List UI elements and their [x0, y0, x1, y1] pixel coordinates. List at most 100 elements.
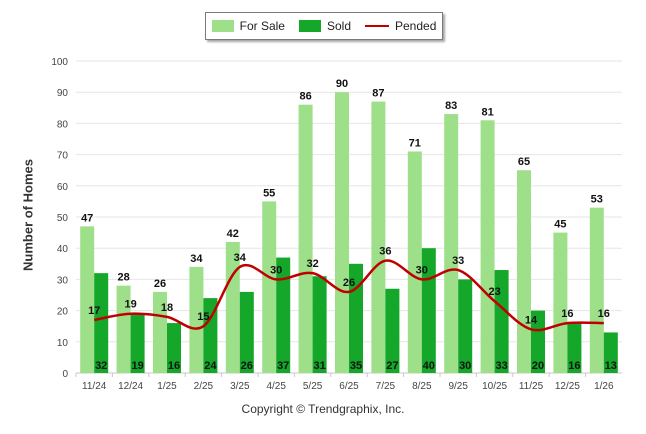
copyright: Copyright © Trendgraphix, Inc.: [241, 402, 405, 416]
x-tick-label: 6/25: [339, 381, 359, 392]
pended-series-line: [93, 259, 604, 332]
y-axis-label: Number of Homes: [20, 159, 36, 271]
bar-sold: [603, 332, 618, 373]
x-tick-label: 4/25: [266, 381, 286, 392]
sold-swatch: [298, 20, 321, 32]
data-label-sold: 33: [495, 360, 507, 372]
data-labels: 47 32 28 19 26 16 34 24 42 26 55 37 86 31 90 35 87 27 71 40…: [81, 78, 617, 372]
x-tick-label: 3/25: [230, 381, 250, 392]
x-tick-label: 5/25: [303, 381, 323, 392]
data-label-pended: 26: [343, 277, 355, 289]
bar-for-sale: [298, 104, 313, 374]
data-label-for-sale: 87: [372, 88, 384, 100]
data-label-sold: 20: [532, 360, 544, 372]
data-label-sold: 13: [605, 360, 617, 372]
y-tick-label: 80: [57, 119, 69, 130]
data-label-pended: 16: [598, 308, 610, 320]
x-tick-label: 1/25: [157, 381, 177, 392]
pended-line: [93, 259, 604, 332]
x-axis-ticks: 11/24 12/24 1/25 2/25 3/25 4/25 5/25 6/25 7/25 8/…: [75, 373, 614, 392]
data-label-for-sale: 83: [445, 100, 457, 112]
bar-sold: [385, 288, 400, 373]
x-tick-label: 7/25: [376, 381, 396, 392]
data-label-for-sale: 42: [227, 228, 239, 240]
bar-for-sale: [589, 207, 604, 373]
data-label-pended: 30: [416, 264, 428, 276]
x-tick-label: 2/25: [194, 381, 214, 392]
y-tick-label: 40: [57, 244, 69, 255]
y-axis-ticks: 0 10 20 30 40 50 60 70 80 90 100: [51, 57, 68, 380]
data-label-sold: 30: [459, 360, 471, 372]
legend-item-pended[interactable]: Pended: [365, 19, 436, 33]
data-label-pended: 34: [234, 252, 247, 264]
data-label-for-sale: 65: [518, 156, 530, 168]
data-label-sold: 27: [386, 360, 398, 372]
legend-label-for-sale: For Sale: [239, 19, 285, 33]
bar-for-sale: [262, 201, 277, 373]
legend: For Sale Sold Pended: [205, 12, 443, 40]
bar-sold: [167, 323, 181, 373]
x-tick-label: 12/25: [555, 381, 580, 392]
x-tick-label: 12/24: [118, 381, 143, 392]
data-label-for-sale: 71: [409, 137, 421, 149]
bar-for-sale: [480, 120, 495, 373]
data-label-for-sale: 81: [481, 106, 493, 118]
legend-item-for-sale[interactable]: For Sale: [211, 19, 285, 33]
data-label-pended: 16: [561, 308, 573, 320]
y-tick-label: 50: [57, 213, 69, 224]
data-label-pended: 14: [525, 314, 538, 326]
data-label-pended: 30: [270, 264, 282, 276]
y-tick-label: 0: [62, 369, 68, 380]
data-label-pended: 19: [124, 299, 136, 311]
data-label-for-sale: 55: [263, 187, 275, 199]
data-label-for-sale: 86: [299, 91, 311, 103]
legend-item-sold[interactable]: Sold: [298, 19, 351, 33]
bar-sold: [567, 323, 582, 373]
for-sale-swatch: [211, 20, 234, 32]
bar-for-sale: [189, 266, 204, 373]
x-tick-label: 11/25: [519, 381, 544, 392]
bar-sold: [94, 273, 109, 373]
data-label-for-sale: 47: [81, 212, 93, 224]
bar-for-sale: [153, 291, 167, 373]
y-tick-label: 30: [57, 275, 69, 286]
legend-label-pended: Pended: [395, 19, 437, 33]
bar-for-sale: [225, 241, 240, 373]
data-label-sold: 40: [423, 360, 435, 372]
y-tick-label: 90: [57, 88, 69, 99]
y-tick-label: 10: [57, 338, 69, 349]
y-tick-label: 70: [57, 151, 69, 162]
bar-for-sale: [407, 151, 422, 373]
data-label-for-sale: 45: [554, 219, 566, 231]
data-label-pended: 17: [88, 305, 100, 317]
x-tick-label: 8/25: [412, 381, 432, 392]
bar-for-sale: [80, 226, 95, 373]
x-tick-label: 1/26: [594, 381, 614, 392]
data-label-for-sale: 53: [591, 194, 603, 206]
data-label-pended: 36: [379, 246, 391, 258]
pended-swatch: [365, 25, 389, 27]
bar-sold: [239, 291, 254, 373]
bar-sold: [312, 276, 327, 373]
data-label-sold: 31: [313, 360, 325, 372]
data-label-sold: 19: [131, 360, 143, 372]
bar-sold: [494, 270, 509, 373]
y-tick-label: 20: [57, 307, 69, 318]
data-label-for-sale: 90: [336, 78, 348, 90]
bar-for-sale: [371, 101, 386, 373]
bar-for-sale: [335, 92, 349, 373]
bar-for-sale: [553, 232, 568, 373]
y-tick-label: 60: [57, 182, 69, 193]
data-label-pended: 33: [452, 255, 464, 267]
bar-for-sale: [517, 170, 531, 373]
data-label-sold: 24: [204, 360, 217, 372]
bar-for-sale: [116, 285, 131, 373]
bar-sold: [130, 313, 145, 373]
data-label-pended: 18: [161, 302, 173, 314]
data-label-sold: 32: [95, 360, 107, 372]
data-label-sold: 16: [568, 360, 580, 372]
data-label-for-sale: 28: [117, 272, 129, 284]
data-label-sold: 37: [277, 360, 289, 372]
data-label-pended: 15: [197, 311, 209, 323]
data-label-pended: 32: [306, 258, 318, 270]
